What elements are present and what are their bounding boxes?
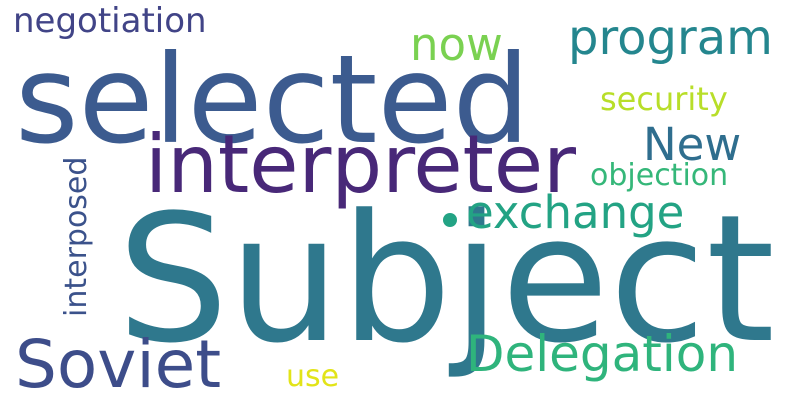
word-soviet: Soviet: [15, 326, 222, 403]
word-now: now: [410, 18, 503, 71]
word-security: security: [600, 80, 728, 118]
decorative-dot: [443, 213, 457, 227]
word-delegation: Delegation: [466, 325, 739, 383]
word-negotiation: negotiation: [13, 1, 207, 41]
word-interposed: interposed: [59, 156, 94, 317]
word-objection: objection: [590, 158, 729, 193]
word-interpreter: interpreter: [145, 118, 577, 211]
word-exchange: exchange: [466, 186, 685, 239]
word-use: use: [286, 359, 340, 394]
word-selected: selected: [15, 29, 530, 171]
word-new: New: [643, 118, 742, 171]
word-program: program: [568, 10, 773, 66]
